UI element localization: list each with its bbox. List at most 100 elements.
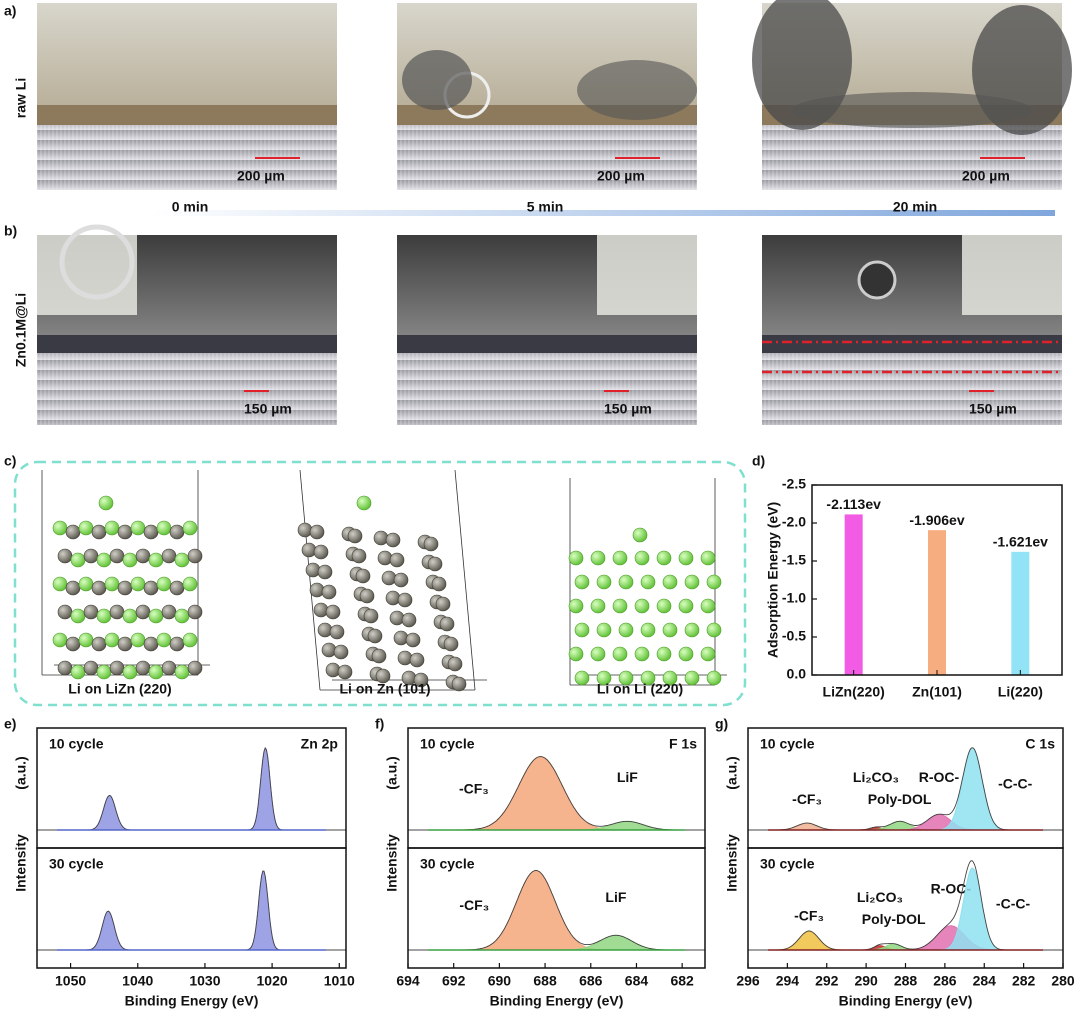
atom	[187, 548, 203, 564]
dendrite	[792, 92, 1032, 128]
y-tick-label: -1.5	[782, 552, 806, 568]
photo-dark-band	[37, 335, 337, 355]
atom	[96, 552, 112, 568]
subplot-label: 10 cycle	[420, 736, 475, 752]
atom	[385, 532, 401, 548]
atom	[618, 670, 634, 686]
row-label: Zn0.1M@Li	[13, 293, 29, 367]
atom	[612, 598, 628, 614]
value-label: -2.113ev	[826, 496, 881, 512]
atom	[156, 520, 172, 536]
peak-label: -CF₃	[794, 908, 824, 924]
plot-frame	[36, 847, 347, 969]
atom	[678, 598, 694, 614]
x-tick-label: 694	[396, 973, 420, 989]
atom	[371, 648, 387, 664]
y-axis-title: Intensity	[724, 834, 740, 892]
x-tick-label: 688	[533, 973, 557, 989]
atom	[397, 592, 413, 608]
atom	[135, 660, 151, 676]
y-axis-unit: (a.u.)	[724, 756, 740, 789]
atom	[135, 604, 151, 620]
y-tick-label: -1.0	[782, 590, 806, 606]
subplot-label: 10 cycle	[760, 736, 815, 752]
subplot-label: 30 cycle	[420, 856, 475, 872]
atom	[405, 632, 421, 648]
peak	[408, 756, 705, 831]
atom	[590, 598, 606, 614]
atom	[148, 552, 164, 568]
atom	[413, 672, 429, 688]
peak	[37, 746, 346, 831]
peak	[37, 910, 346, 951]
atom	[52, 576, 68, 592]
y-tick-label: -2.0	[782, 514, 806, 530]
x-tick-label: 692	[442, 973, 466, 989]
x-tick-label: 684	[625, 973, 649, 989]
peak-label: Li₂CO₃	[853, 769, 899, 785]
atom	[57, 604, 73, 620]
atom	[568, 646, 584, 662]
atom	[91, 636, 107, 652]
value-label: -1.621ev	[993, 534, 1048, 550]
bar	[1011, 551, 1030, 675]
atom	[356, 495, 372, 511]
bubble	[59, 224, 135, 300]
scale-label: 150 µm	[244, 401, 292, 417]
structure-caption: Li on LiZn (220)	[68, 681, 171, 697]
peak-label: Poly-DOL	[862, 911, 926, 927]
atom	[568, 550, 584, 566]
atom	[317, 564, 333, 580]
x-tick-label: Li(220)	[998, 684, 1043, 700]
atom	[57, 660, 73, 676]
atom	[91, 524, 107, 540]
atom	[148, 608, 164, 624]
structure-caption: Li on Li (220)	[597, 681, 683, 697]
atom	[451, 676, 467, 692]
atom	[568, 598, 584, 614]
bubble	[857, 260, 897, 300]
atom	[122, 608, 138, 624]
atom	[70, 552, 86, 568]
peak-label: -CF₃	[459, 897, 489, 913]
atom	[143, 524, 159, 540]
row-label: raw Li	[13, 78, 29, 118]
atom	[355, 568, 371, 584]
atom	[431, 576, 447, 592]
panel-label: f)	[375, 716, 384, 732]
x-tick-label: 690	[488, 973, 512, 989]
atom	[309, 524, 325, 540]
atom	[57, 548, 73, 564]
photo-bottom	[37, 353, 337, 425]
atom	[65, 636, 81, 652]
x-tick-label: 1030	[189, 973, 220, 989]
scale-label: 200 µm	[962, 168, 1010, 184]
x-tick-label: Zn(101)	[912, 684, 962, 700]
atom	[700, 550, 716, 566]
dendrite	[577, 60, 697, 120]
x-tick-label: 282	[1012, 973, 1036, 989]
atom	[70, 664, 86, 680]
atom	[135, 548, 151, 564]
peak	[37, 870, 346, 951]
x-tick-label: 1020	[257, 973, 288, 989]
atom	[313, 544, 329, 560]
atom	[385, 590, 401, 606]
atom	[640, 574, 656, 590]
bar	[928, 530, 946, 675]
scale-label: 150 µm	[604, 401, 652, 417]
subplot-label: 30 cycle	[49, 856, 104, 872]
atom	[662, 622, 678, 638]
x-axis-title: Binding Energy (eV)	[490, 993, 624, 1009]
atom	[301, 542, 317, 558]
atom	[706, 574, 722, 590]
panel-label: d)	[752, 453, 765, 469]
panel-label: a)	[4, 3, 16, 19]
x-tick-label: 288	[894, 973, 918, 989]
atom	[104, 576, 120, 592]
atom	[104, 520, 120, 536]
atom	[640, 670, 656, 686]
plot-frame	[407, 847, 706, 969]
atom	[329, 624, 345, 640]
atom	[161, 604, 177, 620]
